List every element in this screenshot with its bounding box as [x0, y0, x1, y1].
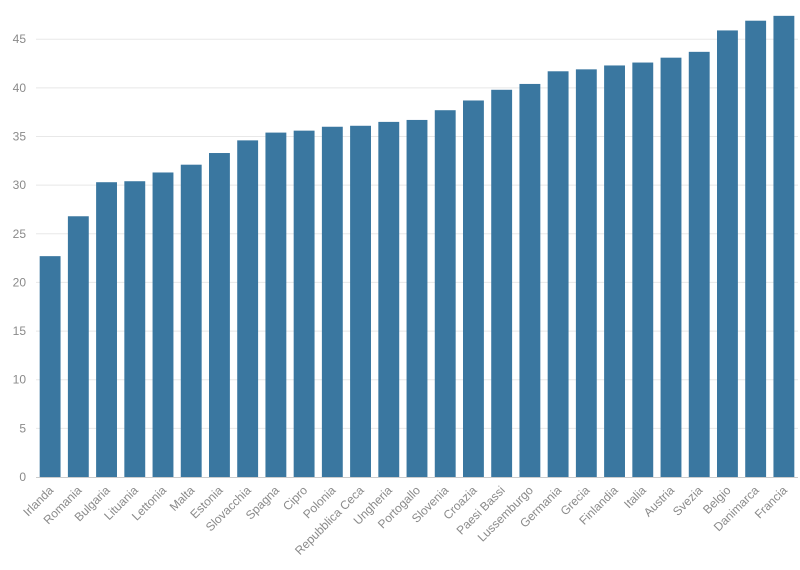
bar-bulgaria — [96, 182, 117, 477]
bar-belgio — [717, 30, 738, 478]
y-tick-label: 20 — [13, 275, 27, 289]
bar-irlanda — [39, 256, 61, 477]
y-tick-label: 5 — [19, 421, 26, 435]
bar-croazia — [463, 100, 484, 477]
bar-cipro — [293, 130, 315, 477]
y-axis-ticks: 0 5 10 15 20 25 30 35 40 45 — [13, 32, 27, 484]
x-axis-labels: IrlandaRomaniaBulgariaLituaniaLettoniaMa… — [20, 483, 790, 558]
bar-portogallo — [406, 119, 428, 477]
bar-lituania — [124, 181, 146, 478]
bar-estonia — [209, 153, 230, 477]
bar-lussemburgo — [519, 83, 541, 477]
y-tick-label: 10 — [13, 373, 27, 387]
bar-germania — [547, 71, 569, 477]
x-tick-label: Svezia — [670, 483, 706, 519]
bar-repubblica-ceca — [350, 125, 371, 477]
bar-finlandia — [604, 65, 625, 478]
y-tick-label: 25 — [13, 227, 27, 241]
y-tick-label: 40 — [13, 81, 27, 95]
bar-svezia — [688, 51, 710, 478]
bar-danimarca — [745, 20, 767, 477]
y-tick-label: 45 — [13, 32, 27, 46]
bar-ungheria — [378, 121, 400, 477]
bar-romania — [67, 216, 89, 477]
y-tick-label: 15 — [13, 324, 27, 338]
bars — [39, 15, 795, 478]
bar-slovacchia — [237, 140, 259, 477]
bar-austria — [660, 57, 682, 478]
x-tick-label: Francia — [752, 483, 790, 521]
bar-italia — [632, 62, 654, 477]
bar-slovenia — [434, 110, 456, 478]
x-tick-label: Austria — [641, 483, 678, 520]
bar-francia — [773, 15, 795, 478]
bar-spagna — [265, 132, 287, 477]
y-tick-label: 35 — [13, 129, 27, 143]
y-tick-label: 30 — [13, 178, 27, 192]
bar-paesi-bassi — [491, 89, 513, 477]
y-tick-label: 0 — [19, 470, 26, 484]
bar-lettonia — [152, 172, 174, 478]
bar-polonia — [321, 126, 343, 477]
bar-grecia — [575, 69, 597, 477]
bar-malta — [180, 164, 202, 477]
